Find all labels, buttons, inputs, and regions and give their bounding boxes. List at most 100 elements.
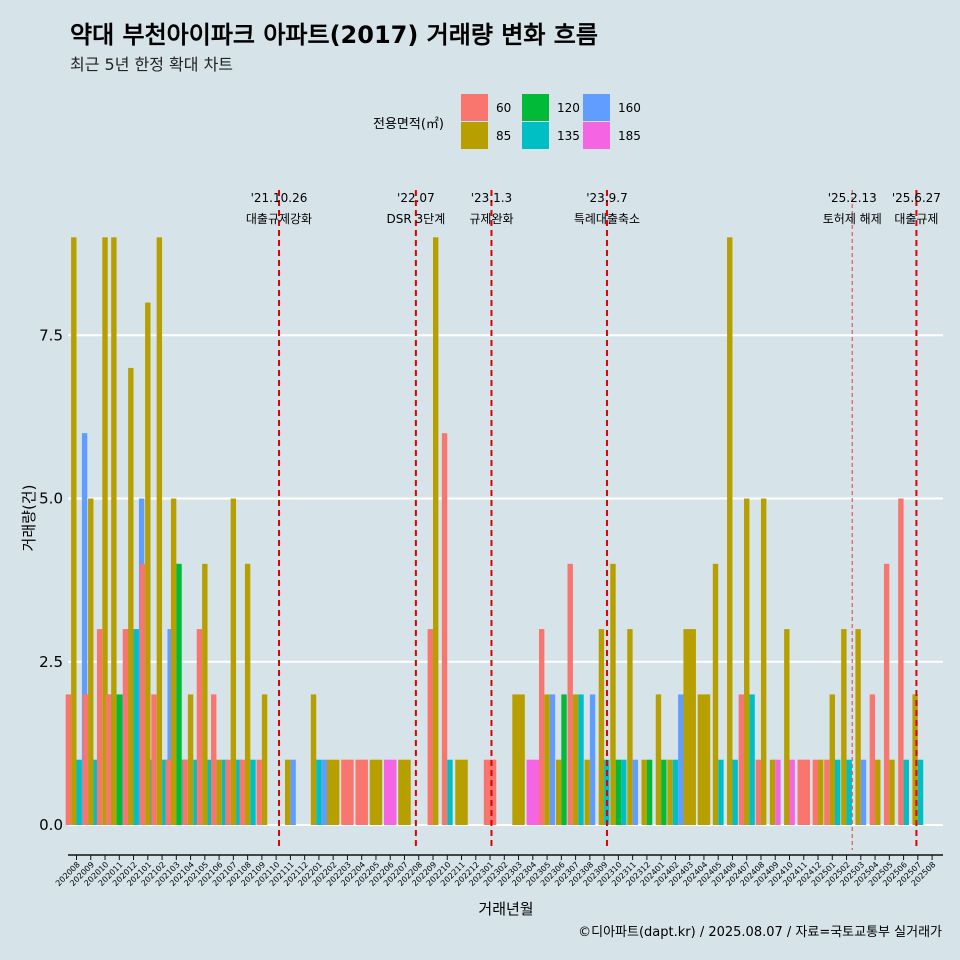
bar xyxy=(869,694,876,825)
bar xyxy=(641,759,647,825)
bar xyxy=(193,759,199,825)
bar xyxy=(667,759,673,825)
bar xyxy=(156,237,163,826)
legend-label: 160 xyxy=(618,101,641,115)
bar xyxy=(326,759,340,825)
bar xyxy=(230,498,237,825)
y-tick-label: 2.5 xyxy=(39,653,63,671)
bar xyxy=(427,629,433,825)
bar xyxy=(738,694,745,825)
bar xyxy=(561,694,567,825)
bar xyxy=(128,367,134,825)
bar xyxy=(883,563,890,825)
bar xyxy=(236,759,242,825)
bar xyxy=(589,694,596,825)
axes: 2020082020092020102020112020122021012021… xyxy=(54,854,943,888)
bar xyxy=(225,759,231,825)
event-date: '22.07 xyxy=(397,191,435,205)
bar xyxy=(912,694,918,825)
bar xyxy=(483,759,497,825)
bar xyxy=(202,563,208,825)
event-date: '25.2.13 xyxy=(828,191,877,205)
x-axis-label: 거래년월 xyxy=(478,900,533,918)
bar xyxy=(555,759,562,825)
legend: 전용면적(㎡) 60 85 120 135 160 185 xyxy=(373,94,641,149)
bar xyxy=(538,629,545,825)
bar xyxy=(211,694,217,825)
bar xyxy=(447,759,453,825)
y-tick-label: 5.0 xyxy=(39,490,63,508)
bar xyxy=(712,563,719,825)
bar xyxy=(903,759,909,825)
event-date: '23.9.7 xyxy=(586,191,627,205)
legend-key xyxy=(522,94,549,121)
bar xyxy=(834,759,841,825)
bar xyxy=(310,694,317,825)
event-label: 특례대출축소 xyxy=(574,212,640,226)
legend-key xyxy=(583,94,610,121)
bar xyxy=(93,759,99,825)
bar xyxy=(875,759,881,825)
bar xyxy=(383,759,397,825)
legend-label: 135 xyxy=(557,129,580,143)
bar xyxy=(769,759,776,825)
legend-key xyxy=(461,94,488,121)
bar xyxy=(145,302,151,826)
bar xyxy=(898,498,904,825)
bar xyxy=(433,237,439,826)
bar xyxy=(369,759,383,825)
bar xyxy=(598,629,605,825)
bar xyxy=(102,237,108,826)
legend-key xyxy=(522,122,549,149)
event-date: '25.6.27 xyxy=(892,191,941,205)
bar xyxy=(167,629,173,825)
bar xyxy=(760,498,767,825)
bar xyxy=(216,759,222,825)
bar xyxy=(889,759,895,825)
bar xyxy=(512,694,525,825)
event-label: 토허제 해제 xyxy=(823,212,882,226)
bar xyxy=(917,759,924,825)
bar xyxy=(655,694,662,825)
event-lines: '21.10.26 대출규제강화 '22.07 DSR 3단계 '23.1.3 규제완화 '… xyxy=(246,190,941,850)
bar xyxy=(441,433,448,825)
bar xyxy=(697,694,711,825)
bar xyxy=(784,629,790,825)
bar xyxy=(207,759,213,825)
bar xyxy=(81,433,88,825)
bar xyxy=(829,694,835,825)
bar xyxy=(841,629,847,825)
bar xyxy=(812,759,819,825)
bar xyxy=(239,759,245,825)
bar xyxy=(244,563,251,825)
y-tick-label: 7.5 xyxy=(39,326,63,344)
legend-label: 185 xyxy=(618,129,641,143)
bar xyxy=(455,759,468,825)
bar xyxy=(187,694,194,825)
event-label: 규제완화 xyxy=(469,212,513,226)
bar xyxy=(755,759,761,825)
bar xyxy=(621,759,627,825)
bar xyxy=(116,694,122,825)
bar xyxy=(316,759,322,825)
bar xyxy=(672,759,679,825)
bar xyxy=(526,759,540,825)
bar xyxy=(749,694,755,825)
bar xyxy=(96,629,103,825)
bar xyxy=(165,759,171,825)
event-label: DSR 3단계 xyxy=(387,212,446,226)
bar xyxy=(544,694,550,825)
bars xyxy=(65,237,924,826)
bar xyxy=(572,694,579,825)
bar xyxy=(285,759,291,825)
bar xyxy=(610,563,616,825)
bar xyxy=(727,237,733,826)
bar xyxy=(76,759,82,825)
bar xyxy=(321,759,328,825)
bar xyxy=(718,759,724,825)
bar xyxy=(789,759,795,825)
bar xyxy=(341,759,354,825)
bar xyxy=(398,759,411,825)
bar xyxy=(355,759,368,825)
